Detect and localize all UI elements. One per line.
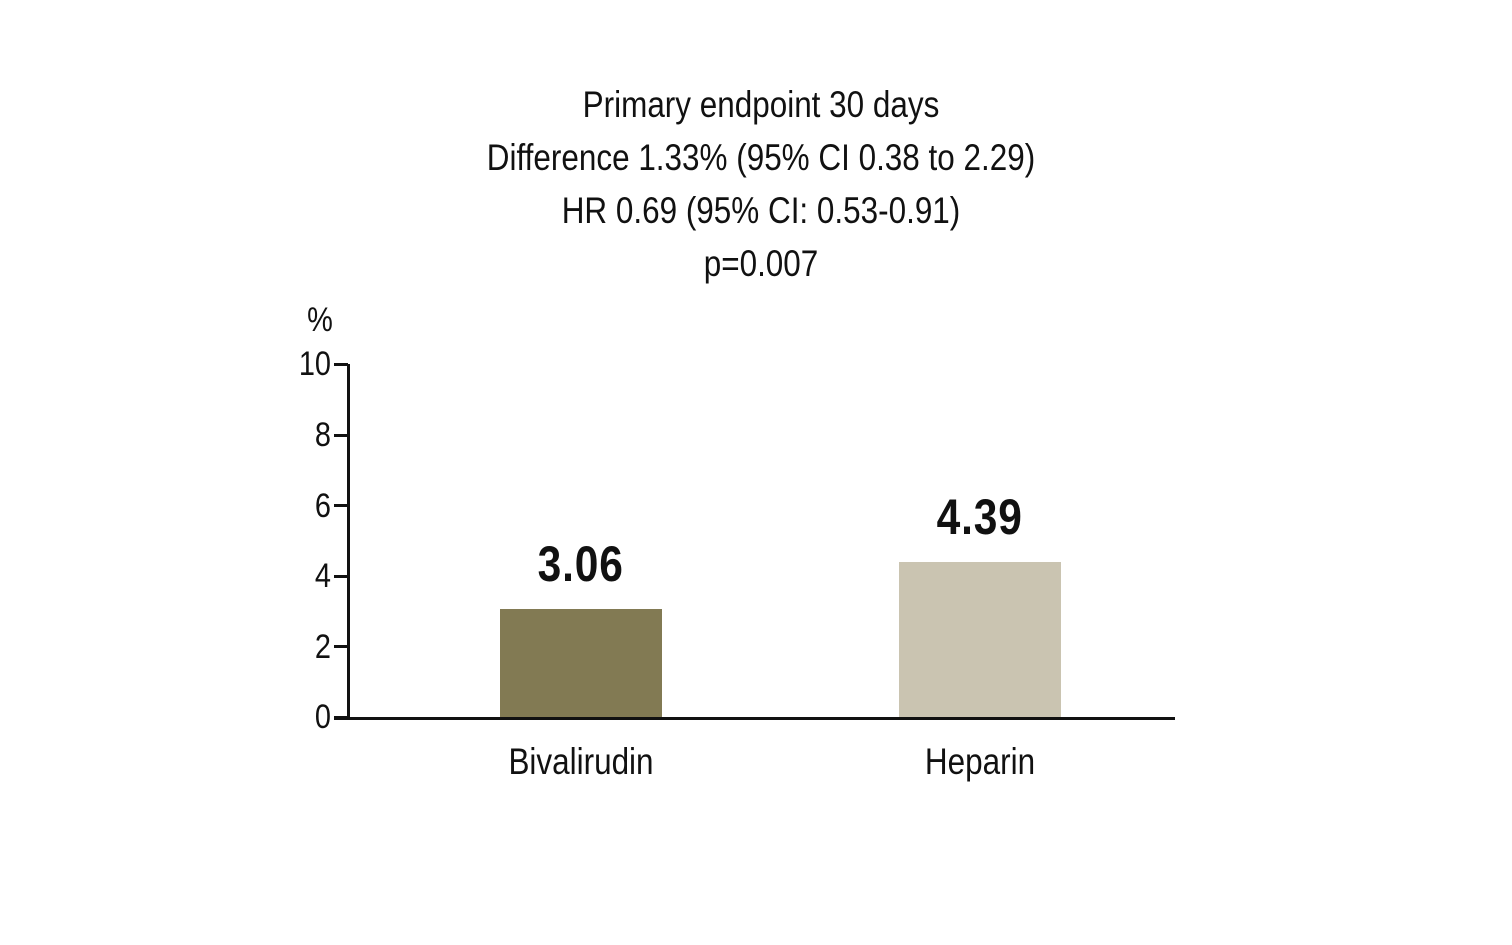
chart-subtitle-hazard-ratio: HR 0.69 (95% CI: 0.53-0.91) [561,190,961,231]
y-axis-tick-mark [334,716,348,719]
bar-column-bivalirudin: 3.06 [500,539,662,717]
y-axis-tick-mark [334,363,348,366]
bar-column-heparin: 4.39 [899,492,1061,717]
category-label-heparin: Heparin [924,741,1036,782]
y-axis-tick-label: 6 [314,487,331,525]
category-label-bivalirudin: Bivalirudin [508,741,654,782]
y-axis-line [347,364,350,720]
y-axis-tick-mark [334,434,348,437]
x-axis-line [334,717,1175,720]
chart-title: Primary endpoint 30 days [582,84,940,125]
y-axis-tick-label: 8 [314,416,331,454]
y-axis-tick-mark [334,504,348,507]
bar-bivalirudin [500,609,662,717]
y-axis-tick-label: 4 [314,557,331,595]
y-axis-tick-mark [334,575,348,578]
bar-value-label-bivalirudin: 3.06 [537,536,625,592]
y-axis-tick-label: 10 [298,345,331,383]
chart-title-block: Primary endpoint 30 days Difference 1.33… [369,78,1153,290]
bar-value-label-heparin: 4.39 [936,489,1024,545]
bar-heparin [899,562,1061,717]
y-axis-unit-label: % [307,301,333,339]
chart-subtitle-p-value: p=0.007 [703,243,819,284]
y-axis-tick-label: 2 [314,628,331,666]
y-axis-tick-mark [334,645,348,648]
chart-subtitle-difference: Difference 1.33% (95% CI 0.38 to 2.29) [486,137,1036,178]
y-axis-tick-label: 0 [314,698,331,736]
